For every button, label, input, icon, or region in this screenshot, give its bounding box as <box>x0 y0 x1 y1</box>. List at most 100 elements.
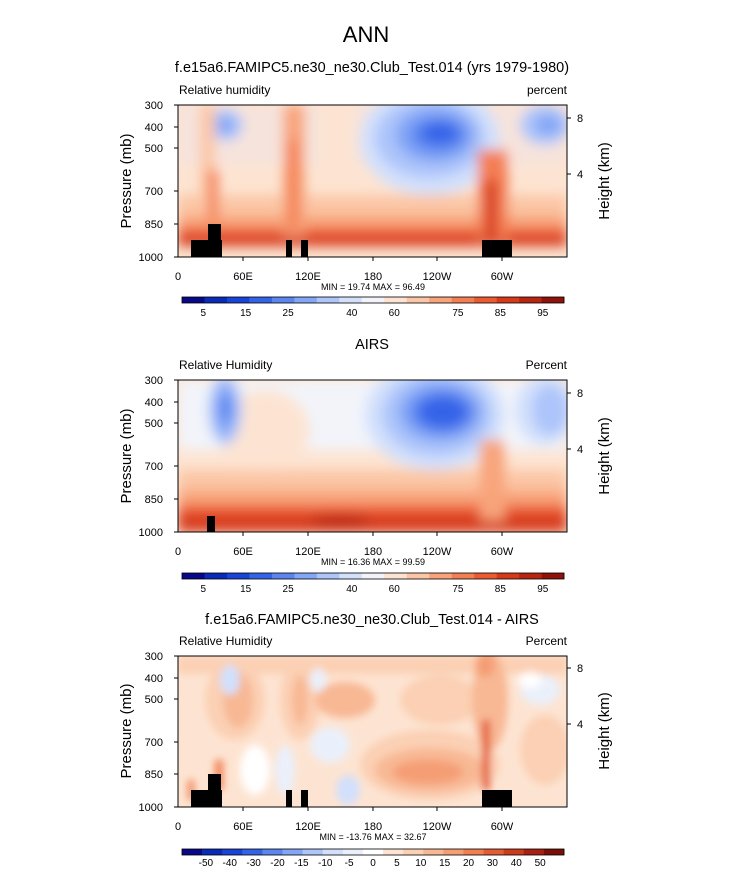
panel-title: f.e15a6.FAMIPC5.ne30_ne30.Club_Test.014 … <box>205 612 539 628</box>
colorbar-label: 5 <box>200 308 206 319</box>
contour-field <box>178 380 567 532</box>
colorbar-box <box>384 573 408 579</box>
x-tick-60e: 60E <box>233 546 253 558</box>
colorbar-label: 85 <box>495 308 507 319</box>
colorbar-label: -30 <box>246 858 261 869</box>
colorbar-box <box>474 573 497 579</box>
y2-tick-8: 8 <box>577 113 583 125</box>
stats-label: MIN = 16.36 MAX = 99.59 <box>321 557 425 567</box>
colorbar-box <box>403 849 424 855</box>
y2-tick-4: 4 <box>577 444 583 456</box>
colorbar-label: 15 <box>240 308 252 319</box>
colorbar-label: 75 <box>452 308 464 319</box>
colorbar-box <box>226 297 250 303</box>
colorbar-box <box>451 573 475 579</box>
colorbar-frame <box>181 848 565 856</box>
colorbar-box <box>519 297 542 303</box>
colorbar-label: 0 <box>370 858 376 869</box>
colorbar-box <box>271 573 295 579</box>
colorbar-label: 10 <box>415 858 427 869</box>
colorbar-box <box>496 573 520 579</box>
colorbar-box <box>443 849 464 855</box>
colorbar-box <box>361 297 385 303</box>
colorbar-box <box>383 849 404 855</box>
colorbar-box <box>339 297 363 303</box>
y-tick-400: 400 <box>145 397 163 409</box>
colorbar-label: 40 <box>346 584 358 595</box>
colorbar-label: 75 <box>452 584 464 595</box>
colorbar-box <box>429 297 452 303</box>
colorbar-box <box>339 573 363 579</box>
colorbar-label: 60 <box>389 584 401 595</box>
x-tick-120e: 120E <box>295 821 321 833</box>
terrain-mask <box>191 774 512 807</box>
terrain-mask <box>191 224 512 257</box>
x-ticks: 0 60E 120E 180 120W 60W <box>175 821 514 833</box>
right-string: percent <box>527 83 568 97</box>
colorbar-box <box>543 849 565 855</box>
x-tick-180: 180 <box>364 821 382 833</box>
y-tick-500: 500 <box>145 143 163 155</box>
colorbar-label: 5 <box>200 584 206 595</box>
x-ticks: 0 60E 120E 180 120W 60W <box>175 546 514 558</box>
colorbar-box <box>483 849 504 855</box>
y2-tick-8: 8 <box>577 388 583 400</box>
colorbar-box <box>182 849 203 855</box>
colorbar-box <box>226 573 250 579</box>
colorbar-box <box>361 573 385 579</box>
y-tick-700: 700 <box>145 186 163 198</box>
colorbar-label: 15 <box>240 584 252 595</box>
x-ticks: 0 60E 120E 180 120W 60W <box>175 271 514 283</box>
colorbar-box <box>182 297 205 303</box>
colorbar-label: 25 <box>283 308 295 319</box>
colorbar-box <box>406 573 430 579</box>
colorbar-box <box>282 849 303 855</box>
x-tick-60e: 60E <box>233 271 253 283</box>
colorbar-box <box>322 849 344 855</box>
colorbar-box <box>302 849 324 855</box>
colorbar: 5 15 25 40 60 75 85 95 <box>181 296 565 319</box>
colorbar-label: 50 <box>535 858 547 869</box>
x-tick-60w: 60W <box>491 546 514 558</box>
colorbar-box <box>316 573 340 579</box>
y2-ticks: 4 8 <box>577 113 583 181</box>
right-string: Percent <box>526 634 568 648</box>
y-axis-label: Pressure (mb) <box>118 133 135 228</box>
y-tick-700: 700 <box>145 737 163 749</box>
x-tick-120w: 120W <box>423 271 452 283</box>
colorbar-label: -20 <box>270 858 285 869</box>
y2-tick-8: 8 <box>577 663 583 675</box>
colorbar-label: 40 <box>346 308 358 319</box>
colorbar-label: 30 <box>487 858 499 869</box>
colorbar-box <box>496 297 520 303</box>
x-tick-60w: 60W <box>491 821 514 833</box>
colorbar-label: 25 <box>283 584 295 595</box>
colorbar-label: -5 <box>345 858 354 869</box>
panel-model: f.e15a6.FAMIPC5.ne30_ne30.Club_Test.014 … <box>118 60 613 319</box>
y2-axis-label: Height (km) <box>596 692 613 770</box>
colorbar-box <box>342 849 364 855</box>
y-tick-700: 700 <box>145 461 163 473</box>
colorbar-label: 95 <box>537 308 549 319</box>
y-tick-300: 300 <box>145 100 163 112</box>
y2-axis-label: Height (km) <box>596 142 613 220</box>
panel-title: f.e15a6.FAMIPC5.ne30_ne30.Club_Test.014 … <box>175 60 569 76</box>
colorbar-label: 20 <box>463 858 475 869</box>
y-tick-400: 400 <box>145 122 163 134</box>
colorbar-label: -10 <box>318 858 333 869</box>
colorbar-box <box>451 297 475 303</box>
y-tick-1000: 1000 <box>139 527 163 539</box>
x-tick-120e: 120E <box>295 271 321 283</box>
x-tick-0: 0 <box>175 546 181 558</box>
colorbar-box <box>503 849 525 855</box>
colorbar-label: 85 <box>495 584 507 595</box>
y-ticks: 300 400 500 700 850 1000 <box>139 651 163 814</box>
y-tick-850: 850 <box>145 219 163 231</box>
colorbar-label: 15 <box>439 858 451 869</box>
colorbar-label: 60 <box>389 308 401 319</box>
y2-tick-4: 4 <box>577 169 583 181</box>
colorbar-label: 5 <box>394 858 400 869</box>
y2-axis-label: Height (km) <box>596 417 613 495</box>
panel-obs: AIRS Relative Humidity Percent <box>118 337 613 595</box>
x-tick-0: 0 <box>175 271 181 283</box>
